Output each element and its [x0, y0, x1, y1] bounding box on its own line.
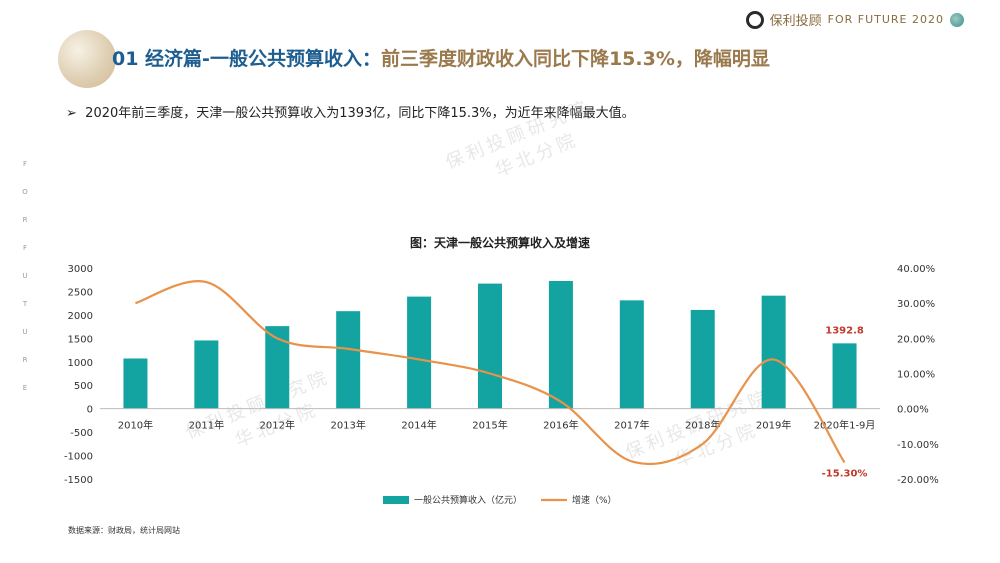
- line-series: [135, 280, 846, 466]
- left-tick-label: -1000: [64, 452, 93, 463]
- right-tick-label: 10.00%: [897, 370, 935, 381]
- bullet-content: 2020年前三季度，天津一般公共预算收入为1393亿，同比下降15.3%，为近年…: [85, 106, 635, 121]
- side-letter: R: [22, 356, 28, 364]
- x-tick-label: 2018年: [685, 419, 720, 432]
- right-tick-label: 30.00%: [897, 299, 935, 310]
- brand-ring-icon: [950, 12, 964, 27]
- bar: [123, 358, 148, 409]
- side-letter: F: [22, 244, 28, 252]
- right-tick-label: 20.00%: [897, 334, 935, 345]
- legend-label-bar: 一般公共预算收入（亿元）: [414, 494, 522, 506]
- data-source: 数据来源：财政局，统计局网站: [68, 526, 180, 535]
- legend-label-line: 增速（%）: [572, 494, 617, 506]
- side-letter: U: [22, 272, 28, 280]
- growth-line: [135, 280, 846, 466]
- bar: [690, 309, 715, 409]
- side-letter: E: [22, 384, 28, 392]
- bar: [194, 340, 219, 409]
- title-part1: 01 经济篇-一般公共预算收入：: [112, 48, 381, 70]
- brand-header: 保利投顾 FOR FUTURE 2020: [745, 10, 964, 29]
- x-tick-label: 2016年: [543, 419, 578, 432]
- left-tick-label: 3000: [68, 264, 93, 275]
- legend-swatch-bar: [383, 496, 409, 504]
- brand-name: 保利投顾: [769, 14, 822, 29]
- side-letter: O: [22, 188, 28, 196]
- bar: [619, 300, 644, 409]
- bar: [478, 283, 502, 409]
- bar: [265, 326, 290, 409]
- bar: [761, 295, 786, 409]
- title-decoration-icon: [58, 30, 116, 88]
- x-tick-label: 2014年: [401, 419, 436, 432]
- x-tick-label: 2017年: [614, 419, 649, 432]
- x-tick-label: 2010年: [118, 419, 153, 432]
- x-tick-label: 2011年: [189, 419, 224, 432]
- left-tick-label: 2000: [68, 311, 93, 322]
- data-label: 1392.8: [825, 325, 864, 336]
- legend: 一般公共预算收入（亿元） 增速（%）: [383, 494, 617, 506]
- bar: [548, 280, 573, 409]
- bar: [832, 343, 857, 409]
- left-tick-label: 1500: [68, 334, 93, 345]
- x-tick-label: 2012年: [260, 419, 295, 432]
- bar: [407, 296, 432, 409]
- title-part2: 前三季度财政收入同比下降15.3%，降幅明显: [380, 48, 770, 70]
- right-tick-label: -20.00%: [897, 475, 939, 486]
- left-tick-label: 0: [87, 405, 93, 416]
- left-tick-label: 500: [74, 381, 93, 392]
- side-letter: T: [22, 300, 28, 308]
- page-title: 01 经济篇-一般公共预算收入：前三季度财政收入同比下降15.3%，降幅明显: [112, 44, 770, 71]
- bullet-text: ➢ 2020年前三季度，天津一般公共预算收入为1393亿，同比下降15.3%，为…: [66, 102, 635, 121]
- right-tick-label: 0.00%: [897, 405, 929, 416]
- left-tick-label: 1000: [68, 358, 93, 369]
- brand-slogan: FOR FUTURE 2020: [827, 13, 944, 26]
- brand-logo-icon: [745, 10, 764, 29]
- x-tick-label: 2019年: [756, 419, 791, 432]
- x-tick-label: 2015年: [472, 419, 507, 432]
- right-tick-label: 40.00%: [897, 264, 935, 275]
- left-tick-label: -500: [70, 428, 93, 439]
- side-letter: F: [22, 160, 28, 168]
- bullet-arrow-icon: ➢: [66, 106, 77, 121]
- bar: [336, 311, 361, 409]
- side-letter: U: [22, 328, 28, 336]
- left-axis: 3000 2500 2000 1500 1000 500 0 -500 -1000 -1500: [64, 264, 93, 486]
- right-tick-label: -10.00%: [897, 440, 939, 451]
- x-tick-label: 2013年: [330, 419, 365, 432]
- right-axis: 40.00% 30.00% 20.00% 10.00% 0.00% -10.00% -20.…: [897, 264, 939, 486]
- data-label: -15.30%: [822, 468, 868, 479]
- left-tick-label: 2500: [68, 287, 93, 298]
- left-tick-label: -1500: [64, 475, 93, 486]
- side-letter: R: [22, 216, 28, 224]
- x-axis-labels: 2010年 2011年 2012年 2013年 2014年 2015年 2016年 2017年…: [118, 419, 876, 432]
- data-labels: 1392.8 -15.30%: [822, 325, 868, 479]
- x-tick-label: 2020年1-9月: [814, 419, 876, 432]
- side-letters: F O R F U T U R E: [20, 150, 30, 402]
- bar-series: [123, 280, 857, 409]
- chart-title: 图：天津一般公共预算收入及增速: [410, 235, 590, 250]
